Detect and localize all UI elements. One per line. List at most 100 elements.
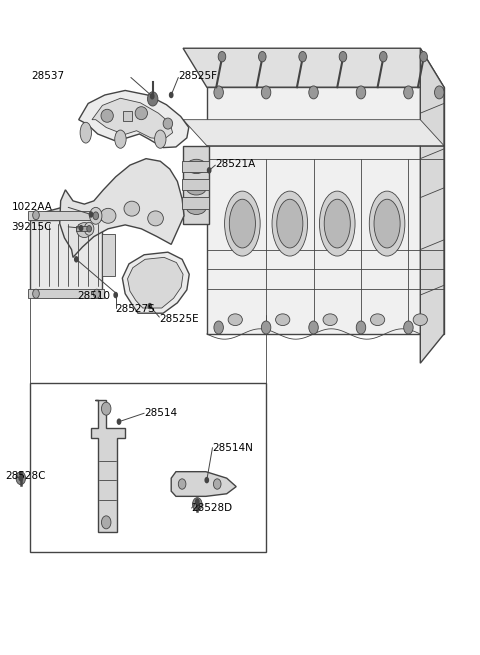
Circle shape: [90, 208, 102, 224]
Ellipse shape: [374, 199, 400, 248]
Circle shape: [404, 86, 413, 99]
Circle shape: [434, 86, 444, 99]
Circle shape: [218, 52, 226, 62]
Circle shape: [259, 52, 266, 62]
Circle shape: [420, 52, 427, 62]
Circle shape: [74, 256, 79, 263]
Circle shape: [93, 212, 98, 219]
Text: 28514: 28514: [144, 408, 177, 419]
Bar: [28, 212, 104, 219]
Polygon shape: [183, 120, 444, 145]
Bar: [28, 290, 104, 297]
Polygon shape: [122, 252, 189, 313]
Ellipse shape: [80, 122, 92, 143]
Text: 28528C: 28528C: [5, 470, 46, 481]
Circle shape: [195, 498, 200, 505]
Ellipse shape: [155, 130, 166, 148]
Ellipse shape: [135, 107, 147, 120]
Ellipse shape: [276, 314, 290, 326]
Circle shape: [339, 52, 347, 62]
Circle shape: [117, 419, 121, 425]
Polygon shape: [182, 179, 209, 191]
Circle shape: [261, 321, 271, 334]
Ellipse shape: [186, 181, 206, 195]
Text: 28521A: 28521A: [216, 159, 255, 169]
Circle shape: [16, 472, 25, 485]
Text: 28528D: 28528D: [192, 503, 233, 513]
Circle shape: [18, 475, 23, 481]
Circle shape: [169, 92, 174, 98]
Text: 28537: 28537: [31, 71, 64, 81]
Ellipse shape: [186, 200, 206, 214]
Ellipse shape: [148, 211, 163, 226]
Polygon shape: [128, 257, 183, 308]
Circle shape: [214, 479, 221, 489]
Circle shape: [79, 225, 84, 231]
Circle shape: [113, 291, 118, 298]
Circle shape: [147, 303, 152, 309]
Circle shape: [380, 52, 387, 62]
Circle shape: [309, 86, 318, 99]
Bar: [123, 111, 132, 121]
Ellipse shape: [323, 314, 337, 326]
Polygon shape: [182, 160, 209, 172]
Polygon shape: [91, 400, 125, 532]
Ellipse shape: [100, 208, 116, 223]
Text: 28510: 28510: [78, 291, 111, 301]
Polygon shape: [183, 48, 444, 87]
Bar: [30, 219, 102, 290]
Polygon shape: [207, 87, 444, 334]
Text: 28514N: 28514N: [213, 443, 253, 453]
Circle shape: [404, 321, 413, 334]
Polygon shape: [171, 472, 236, 496]
Ellipse shape: [101, 109, 113, 122]
Text: 39215C: 39215C: [12, 222, 52, 232]
Ellipse shape: [320, 191, 355, 256]
Circle shape: [33, 211, 39, 219]
Circle shape: [207, 167, 212, 174]
Ellipse shape: [369, 191, 405, 256]
Circle shape: [84, 222, 94, 235]
Text: 28525E: 28525E: [159, 314, 199, 324]
Polygon shape: [38, 206, 75, 251]
Circle shape: [204, 477, 209, 483]
Circle shape: [101, 402, 111, 415]
Polygon shape: [420, 48, 444, 364]
Bar: [76, 226, 87, 231]
Circle shape: [33, 290, 39, 298]
Polygon shape: [79, 90, 189, 147]
Polygon shape: [182, 197, 209, 209]
Circle shape: [192, 498, 202, 511]
Circle shape: [89, 212, 94, 217]
Circle shape: [94, 211, 100, 219]
Circle shape: [214, 321, 223, 334]
Ellipse shape: [272, 191, 308, 256]
Ellipse shape: [186, 159, 206, 174]
Polygon shape: [60, 159, 184, 257]
Ellipse shape: [229, 199, 255, 248]
Circle shape: [214, 86, 223, 99]
Ellipse shape: [115, 130, 126, 148]
Circle shape: [150, 93, 155, 100]
Circle shape: [356, 86, 366, 99]
Ellipse shape: [371, 314, 384, 326]
Polygon shape: [92, 98, 173, 139]
Circle shape: [356, 321, 366, 334]
Text: 1022AA: 1022AA: [12, 202, 52, 212]
Bar: [30, 383, 266, 552]
Circle shape: [147, 92, 158, 106]
Circle shape: [179, 479, 186, 489]
Circle shape: [309, 321, 318, 334]
Ellipse shape: [324, 199, 350, 248]
Polygon shape: [183, 145, 209, 223]
Ellipse shape: [225, 191, 260, 256]
Ellipse shape: [277, 199, 303, 248]
Ellipse shape: [124, 201, 140, 216]
Circle shape: [299, 52, 306, 62]
Ellipse shape: [163, 118, 173, 129]
Circle shape: [94, 290, 100, 298]
Text: 28525F: 28525F: [179, 71, 217, 81]
Ellipse shape: [228, 314, 242, 326]
Circle shape: [261, 86, 271, 99]
Bar: [102, 234, 115, 276]
